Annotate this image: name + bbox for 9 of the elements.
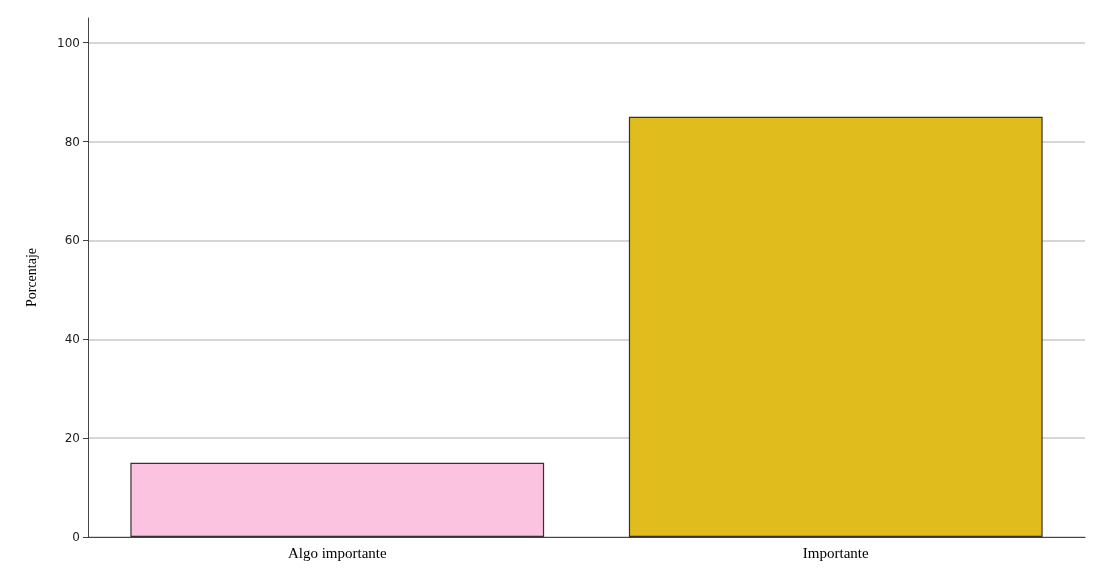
y-axis-title: Porcentaje xyxy=(23,247,39,308)
y-tick-label: 100 xyxy=(57,35,80,50)
y-tick-label: 20 xyxy=(64,431,80,446)
y-tick-label: 80 xyxy=(64,134,80,149)
y-tick-label: 40 xyxy=(64,332,80,347)
x-tick-label: Importante xyxy=(802,544,869,561)
y-tick-label: 0 xyxy=(72,530,80,544)
x-tick-label: Algo importante xyxy=(287,544,387,561)
y-tick-label: 60 xyxy=(64,233,80,248)
